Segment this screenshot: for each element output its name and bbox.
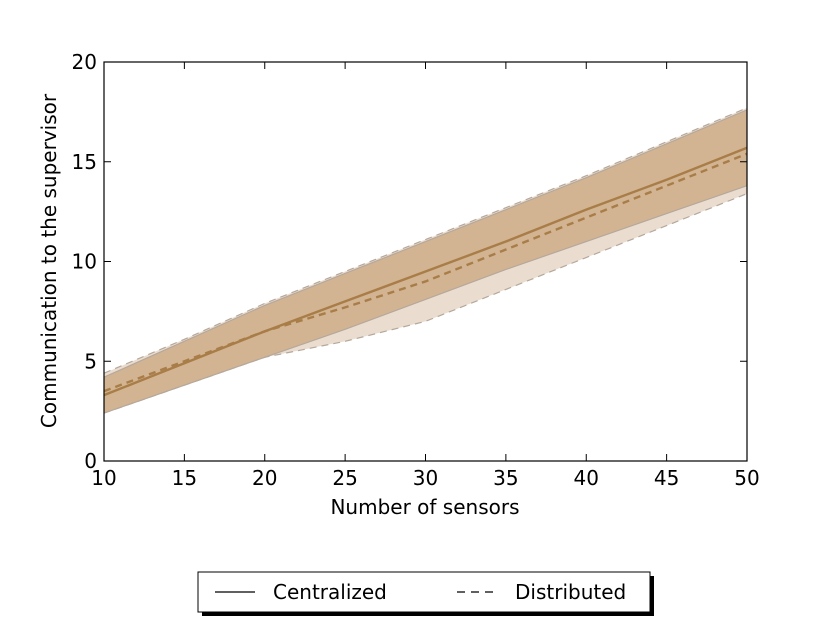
- band-upper-edge-distributed: [103, 107, 748, 374]
- x-tick-label-35: 35: [493, 466, 518, 490]
- y-tick-label-20: 20: [72, 50, 97, 74]
- x-tick-label-45: 45: [654, 466, 679, 490]
- y-tick-label-5: 5: [84, 349, 97, 373]
- legend-box: [197, 571, 651, 613]
- x-tick-label-10: 10: [91, 466, 116, 490]
- legend: Centralized Distributed: [197, 571, 654, 616]
- y-axis-label: Communication to the supervisor: [37, 93, 61, 428]
- band-lower-edge-centralized: [103, 185, 748, 414]
- band-centralized: [104, 109, 747, 414]
- legend-label-centralized: Centralized: [273, 580, 387, 604]
- y-tick-label-15: 15: [72, 150, 97, 174]
- x-tick-label-30: 30: [413, 466, 438, 490]
- band-upper-edge-centralized: [103, 109, 748, 378]
- x-tick-label-20: 20: [252, 466, 277, 490]
- y-tick-label-10: 10: [72, 250, 97, 274]
- x-tick-label-15: 15: [172, 466, 197, 490]
- x-tick-label-50: 50: [734, 466, 759, 490]
- x-tick-label-25: 25: [332, 466, 357, 490]
- x-tick-label-40: 40: [574, 466, 599, 490]
- y-tick-label-0: 0: [84, 449, 97, 473]
- line-centralized: [103, 146, 748, 397]
- x-axis-label: Number of sensors: [330, 495, 519, 519]
- axes: 10 15 20 25 30 35 40 45 50 0 5 10 15 20: [72, 50, 760, 490]
- line-distributed: [103, 152, 748, 393]
- plot-area: [103, 107, 748, 414]
- legend-label-distributed: Distributed: [515, 580, 626, 604]
